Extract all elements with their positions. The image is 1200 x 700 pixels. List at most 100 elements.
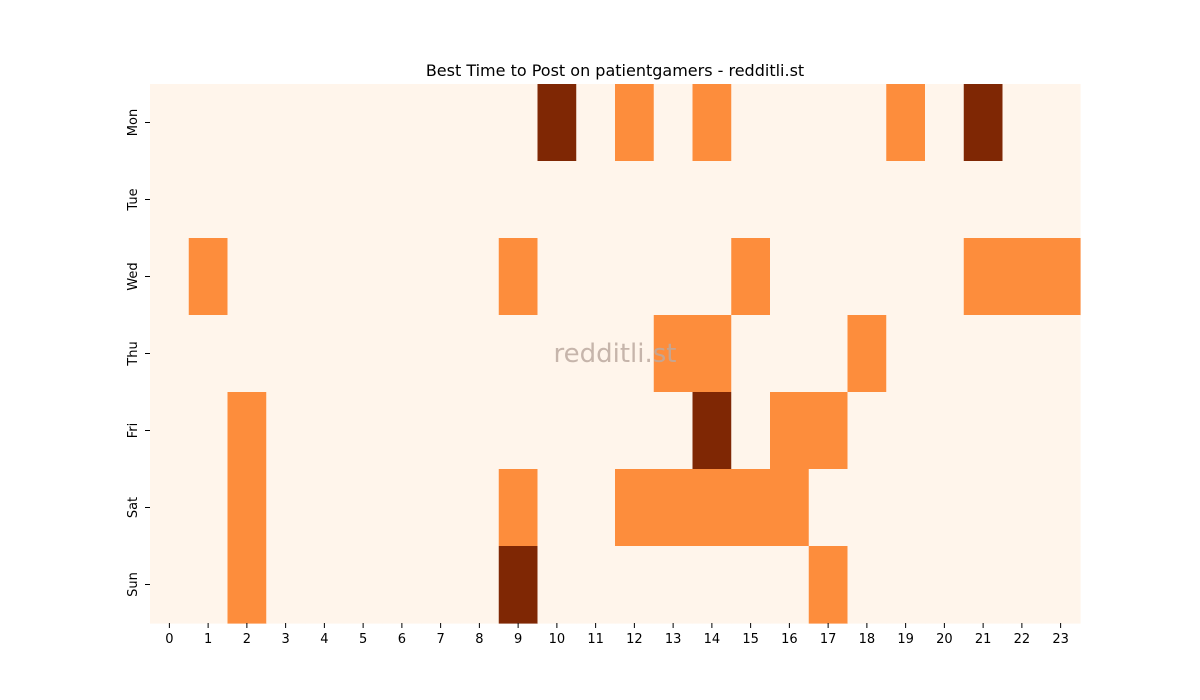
heatmap-cell-sun-19 bbox=[886, 546, 926, 624]
x-tick-label: 11 bbox=[587, 632, 604, 647]
heatmap-cell-tue-22 bbox=[1002, 161, 1042, 239]
y-tick-label: Fri bbox=[126, 423, 141, 439]
heatmap-cell-sun-0 bbox=[150, 546, 190, 624]
heatmap-cell-sun-11 bbox=[576, 546, 616, 624]
heatmap-cell-sun-14 bbox=[692, 546, 732, 624]
x-tick-label: 12 bbox=[626, 632, 643, 647]
heatmap-cell-mon-3 bbox=[266, 84, 306, 162]
heatmap-cell-tue-1 bbox=[188, 161, 229, 239]
x-tick-label: 7 bbox=[436, 632, 444, 647]
heatmap-cell-sun-5 bbox=[343, 546, 384, 624]
heatmap-cell-sat-12 bbox=[615, 469, 655, 547]
heatmap-cell-tue-20 bbox=[925, 161, 965, 239]
heatmap-cell-tue-8 bbox=[460, 161, 500, 239]
heatmap-cell-sun-6 bbox=[382, 546, 422, 624]
heatmap-cell-thu-2 bbox=[227, 315, 267, 393]
heatmap-cell-sun-13 bbox=[653, 546, 694, 624]
y-tick-label: Tue bbox=[126, 188, 141, 211]
y-tick-label: Wed bbox=[126, 262, 141, 290]
heatmap-cell-wed-11 bbox=[576, 238, 616, 316]
x-tick-label: 20 bbox=[936, 632, 953, 647]
x-tick-label: 8 bbox=[475, 632, 483, 647]
heatmap-cell-sun-2 bbox=[227, 546, 267, 624]
x-tick-label: 13 bbox=[665, 632, 682, 647]
heatmap-cell-sat-19 bbox=[886, 469, 926, 547]
heatmap-cell-sun-3 bbox=[266, 546, 306, 624]
x-tick-label: 17 bbox=[820, 632, 837, 647]
heatmap-cell-fri-18 bbox=[847, 392, 887, 470]
heatmap-cell-sat-20 bbox=[925, 469, 965, 547]
x-tick-label: 15 bbox=[742, 632, 759, 647]
heatmap-cell-mon-14 bbox=[692, 84, 732, 162]
heatmap-cell-fri-21 bbox=[963, 392, 1004, 470]
heatmap-cell-fri-8 bbox=[460, 392, 500, 470]
heatmap-cell-tue-3 bbox=[266, 161, 306, 239]
heatmap-cell-mon-19 bbox=[886, 84, 926, 162]
heatmap-cell-mon-0 bbox=[150, 84, 190, 162]
heatmap-cell-fri-11 bbox=[576, 392, 616, 470]
heatmap-cell-mon-11 bbox=[576, 84, 616, 162]
heatmap-cell-tue-4 bbox=[305, 161, 345, 239]
heatmap-cell-sat-15 bbox=[731, 469, 771, 547]
heatmap-cell-fri-5 bbox=[343, 392, 384, 470]
heatmap-cell-fri-14 bbox=[692, 392, 732, 470]
x-tick-label: 22 bbox=[1014, 632, 1031, 647]
heatmap-cell-sat-7 bbox=[421, 469, 461, 547]
heatmap-cell-wed-23 bbox=[1041, 238, 1081, 316]
heatmap-cell-sun-1 bbox=[188, 546, 229, 624]
heatmap-cell-wed-10 bbox=[537, 238, 577, 316]
heatmap-cell-sat-11 bbox=[576, 469, 616, 547]
heatmap-cell-mon-2 bbox=[227, 84, 267, 162]
heatmap-cell-wed-18 bbox=[847, 238, 887, 316]
heatmap-cell-sat-6 bbox=[382, 469, 422, 547]
heatmap-cell-wed-15 bbox=[731, 238, 771, 316]
x-tick-label: 14 bbox=[704, 632, 721, 647]
heatmap-cell-mon-4 bbox=[305, 84, 345, 162]
heatmap-cell-sat-1 bbox=[188, 469, 229, 547]
heatmap-cell-thu-6 bbox=[382, 315, 422, 393]
x-tick-label: 16 bbox=[781, 632, 798, 647]
heatmap-cell-wed-7 bbox=[421, 238, 461, 316]
heatmap-cell-fri-19 bbox=[886, 392, 926, 470]
heatmap-cell-mon-23 bbox=[1041, 84, 1081, 162]
heatmap-cell-tue-16 bbox=[770, 161, 810, 239]
y-tick-label: Mon bbox=[126, 109, 141, 136]
heatmap-cell-tue-0 bbox=[150, 161, 190, 239]
heatmap-cell-mon-21 bbox=[963, 84, 1004, 162]
heatmap-cell-mon-8 bbox=[460, 84, 500, 162]
heatmap-cell-sun-21 bbox=[963, 546, 1004, 624]
heatmap-cell-sat-17 bbox=[808, 469, 849, 547]
heatmap-cell-thu-4 bbox=[305, 315, 345, 393]
heatmap-cell-tue-10 bbox=[537, 161, 577, 239]
heatmap-cell-tue-14 bbox=[692, 161, 732, 239]
heatmap-cell-sun-4 bbox=[305, 546, 345, 624]
heatmap-cell-mon-9 bbox=[498, 84, 539, 162]
heatmap-cell-mon-18 bbox=[847, 84, 887, 162]
x-tick-label: 6 bbox=[398, 632, 406, 647]
heatmap-cell-tue-9 bbox=[498, 161, 539, 239]
heatmap-cell-wed-1 bbox=[188, 238, 229, 316]
heatmap-cell-sat-10 bbox=[537, 469, 577, 547]
heatmap-cell-thu-23 bbox=[1041, 315, 1081, 393]
heatmap-cell-wed-3 bbox=[266, 238, 306, 316]
heatmap-cell-sun-8 bbox=[460, 546, 500, 624]
heatmap-cell-thu-22 bbox=[1002, 315, 1042, 393]
heatmap-cell-mon-5 bbox=[343, 84, 384, 162]
heatmap-cell-sat-14 bbox=[692, 469, 732, 547]
heatmap-cell-fri-0 bbox=[150, 392, 190, 470]
x-tick-label: 10 bbox=[549, 632, 566, 647]
heatmap-cell-mon-22 bbox=[1002, 84, 1042, 162]
heatmap-cell-thu-3 bbox=[266, 315, 306, 393]
x-tick-label: 5 bbox=[359, 632, 367, 647]
heatmap-cell-sat-22 bbox=[1002, 469, 1042, 547]
heatmap-cell-sun-9 bbox=[498, 546, 539, 624]
heatmap-cell-tue-5 bbox=[343, 161, 384, 239]
heatmap-cell-fri-3 bbox=[266, 392, 306, 470]
heatmap-cell-sun-20 bbox=[925, 546, 965, 624]
x-tick-label: 19 bbox=[897, 632, 914, 647]
heatmap-cell-thu-19 bbox=[886, 315, 926, 393]
heatmap-cell-fri-6 bbox=[382, 392, 422, 470]
heatmap-cell-thu-8 bbox=[460, 315, 500, 393]
y-tick-label: Thu bbox=[126, 341, 141, 366]
